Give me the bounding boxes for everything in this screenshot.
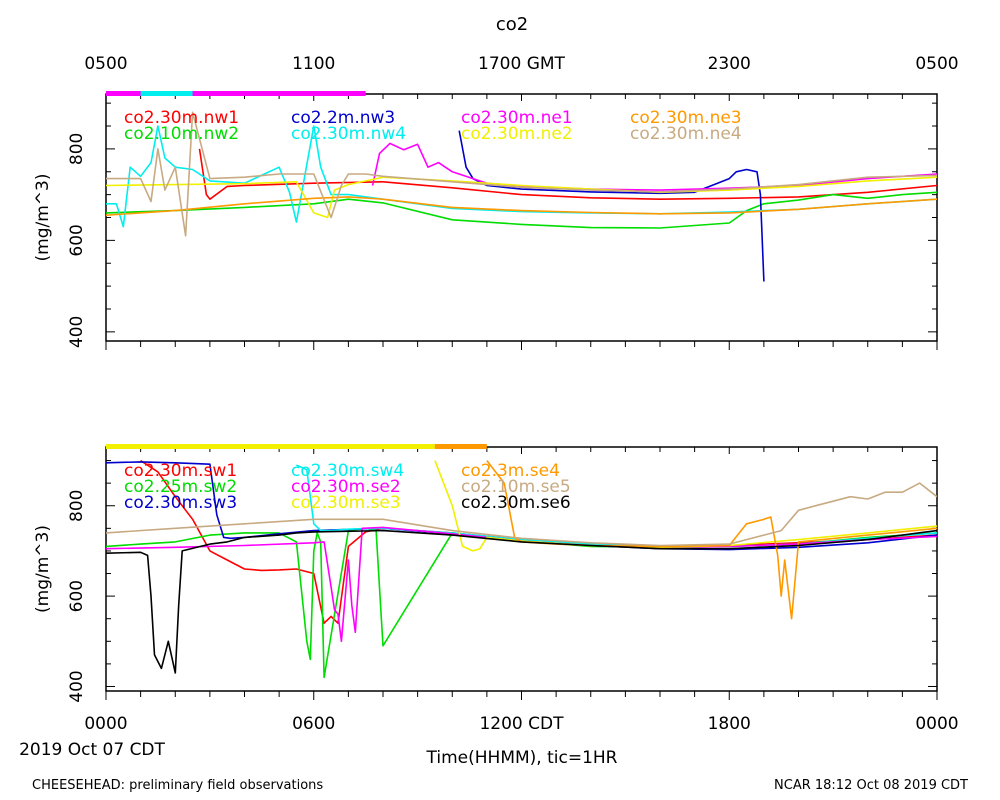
series-line-co2-30m-sw3 bbox=[106, 461, 937, 551]
series-group bbox=[106, 111, 937, 282]
coverage-bar bbox=[140, 91, 193, 96]
bottom-tick-label-2: 1200 CDT bbox=[479, 714, 564, 734]
top-tick-label-3: 2300 bbox=[708, 54, 751, 74]
series-line-co2-30m-ne1 bbox=[371, 142, 937, 191]
legend-entry: co2.30m.nw4 bbox=[291, 124, 406, 144]
top-tick-label-1: 1100 bbox=[292, 54, 335, 74]
bottom-tick-label-4: 0000 bbox=[915, 714, 958, 734]
legend-entry: co2.30m.sw1 bbox=[124, 461, 237, 481]
bottom-tick-label-0: 0000 bbox=[84, 714, 127, 734]
coverage-bar bbox=[106, 444, 435, 449]
bottom-axis-labels: 0000 0600 1200 CDT 1800 0000 bbox=[84, 714, 958, 734]
legend-entry: co2.10m.se5 bbox=[461, 477, 571, 497]
footer-right: NCAR 18:12 Oct 08 2019 CDT bbox=[774, 778, 968, 793]
legend-entry: co2.30m.ne1 bbox=[461, 108, 573, 128]
top-tick-label-0: 0500 bbox=[84, 54, 127, 74]
y-tick-label: 400 bbox=[67, 670, 87, 702]
series-line-co2-10m-nw2 bbox=[106, 191, 937, 229]
legend-entry: co2.30m.ne3 bbox=[630, 108, 742, 128]
date-label: 2019 Oct 07 CDT bbox=[19, 740, 165, 760]
bottom-tick-label-3: 1800 bbox=[708, 714, 751, 734]
legend-entry: co2.30m.ne2 bbox=[461, 124, 573, 144]
legend-entry: co2.30m.ne4 bbox=[630, 124, 742, 144]
series-line-co2-25m-sw2 bbox=[106, 527, 937, 679]
legend-entry: co2.30m.nw1 bbox=[124, 108, 239, 128]
coverage-bar bbox=[106, 91, 366, 96]
series-line-co2-30m-nw1 bbox=[198, 148, 937, 200]
legend-entry: co2.30m.sw3 bbox=[124, 493, 237, 513]
y-axis-label: (mg/m^3) bbox=[33, 525, 53, 613]
legend-entry: co2.25m.sw2 bbox=[124, 477, 237, 497]
y-tick-label: 800 bbox=[67, 490, 87, 522]
bottom-tick-label-1: 0600 bbox=[292, 714, 335, 734]
coverage-bar bbox=[434, 444, 487, 449]
legend-entry: co2.30m.se6 bbox=[461, 493, 571, 513]
legend-entry: co2.30m.se3 bbox=[291, 493, 401, 513]
top-tick-label-2: 1700 GMT bbox=[478, 54, 566, 74]
chart-title: co2 bbox=[496, 14, 528, 35]
series-line-co2-30m-ne3 bbox=[106, 196, 937, 216]
legend-entry: co2.2m.nw3 bbox=[291, 108, 395, 128]
legend-entry: co2.3m.se4 bbox=[461, 461, 560, 481]
series-group bbox=[106, 459, 937, 679]
y-tick-label: 600 bbox=[67, 224, 87, 256]
series-line-co2-30m-ne2 bbox=[106, 176, 937, 219]
series-line-co2-30m-se6 bbox=[106, 529, 937, 674]
legend-entry: co2.30m.se2 bbox=[291, 477, 401, 497]
series-line-co2-10m-se5 bbox=[106, 482, 937, 547]
top-tick-label-4: 0500 bbox=[915, 54, 958, 74]
top-axis-labels: 0500 1100 1700 GMT 2300 0500 bbox=[84, 54, 958, 74]
panel-lower: 400600800(mg/m^3)co2.30m.sw1co2.25m.sw2c… bbox=[33, 444, 938, 703]
y-axis-label: (mg/m^3) bbox=[33, 174, 53, 262]
series-line-co2-30m-ne4 bbox=[106, 111, 937, 237]
y-tick-label: 600 bbox=[67, 580, 87, 612]
y-tick-label: 800 bbox=[67, 133, 87, 165]
legend-entry: co2.30m.sw4 bbox=[291, 461, 404, 481]
series-line-co2-2m-nw3 bbox=[458, 130, 765, 282]
x-axis-label: Time(HHMM), tic=1HR bbox=[426, 748, 618, 768]
legend-entry: co2.10m.nw2 bbox=[124, 124, 239, 144]
footer-left: CHEESEHEAD: preliminary field observatio… bbox=[32, 778, 323, 793]
y-tick-label: 400 bbox=[67, 316, 87, 348]
